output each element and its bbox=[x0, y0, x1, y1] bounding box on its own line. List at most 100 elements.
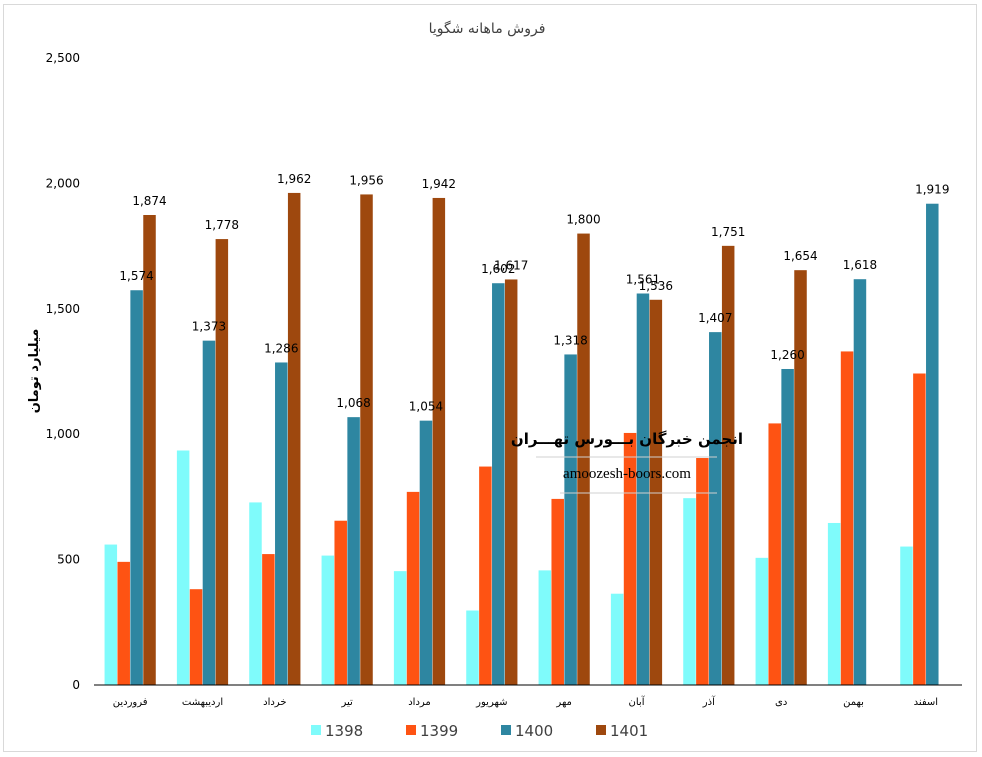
bar-1400 bbox=[419, 420, 433, 685]
bar-1399 bbox=[479, 466, 492, 685]
bar-1399 bbox=[913, 373, 926, 685]
bar-1400 bbox=[564, 354, 577, 685]
bar-1398 bbox=[610, 593, 624, 685]
legend-swatch-1401 bbox=[596, 725, 606, 735]
bar-1399 bbox=[696, 458, 709, 685]
data-label-1400: 1,318 bbox=[553, 333, 587, 347]
bar-1399 bbox=[840, 351, 854, 685]
bar-1398 bbox=[827, 522, 841, 685]
watermark-url: amoozesh-boors.com bbox=[563, 466, 691, 482]
bar-1400 bbox=[781, 368, 794, 685]
bar-1401 bbox=[287, 192, 301, 685]
bar-1399 bbox=[262, 554, 275, 685]
bar-1400 bbox=[492, 283, 505, 685]
bar-1398 bbox=[176, 450, 190, 685]
data-label-1401: 1,956 bbox=[349, 173, 383, 187]
data-label-1400: 1,561 bbox=[626, 273, 660, 287]
y-tick-label: 500 bbox=[57, 553, 80, 567]
bar-1399 bbox=[551, 498, 564, 685]
data-label-1400: 1,373 bbox=[192, 320, 226, 334]
x-category-label: بهمن bbox=[843, 697, 864, 708]
legend: 1398 1399 1400 1401 bbox=[311, 722, 648, 740]
data-label-1401: 1,617 bbox=[494, 258, 528, 272]
bar-1401 bbox=[504, 279, 518, 685]
data-label-1400: 1,407 bbox=[698, 311, 732, 325]
legend-label-1399: 1399 bbox=[420, 722, 458, 740]
x-category-label: دی bbox=[775, 697, 787, 708]
x-category-label: اردیبهشت bbox=[182, 697, 223, 708]
data-label-1400: 1,068 bbox=[336, 396, 370, 410]
watermark-title: انجمن خبرگان بـــورس تهـــران bbox=[511, 430, 743, 448]
chart-title: فروش ماهانه شگویا bbox=[429, 20, 546, 37]
bar-1399 bbox=[117, 561, 130, 685]
bar-1400 bbox=[202, 340, 216, 685]
legend-label-1398: 1398 bbox=[325, 722, 363, 740]
bar-1401 bbox=[794, 270, 807, 685]
x-category-label: خرداد bbox=[263, 697, 286, 708]
data-label-1401: 1,654 bbox=[783, 249, 817, 263]
legend-label-1400: 1400 bbox=[515, 722, 553, 740]
bar-1398 bbox=[393, 571, 407, 685]
bar-1401 bbox=[215, 239, 229, 685]
y-tick-label: 2,000 bbox=[46, 176, 80, 190]
x-category-label: فروردین bbox=[113, 697, 148, 708]
bar-1400 bbox=[709, 332, 722, 685]
bar-1398 bbox=[755, 557, 769, 685]
bar-1398 bbox=[538, 570, 552, 685]
data-label-1401: 1,800 bbox=[566, 213, 600, 227]
y-tick-label: 1,500 bbox=[46, 302, 80, 316]
y-tick-label: 1,000 bbox=[46, 427, 80, 441]
y-tick-label: 0 bbox=[72, 678, 80, 692]
data-label-1401: 1,962 bbox=[277, 172, 311, 186]
data-labels: 1,574 1,874 1,373 1,778 1,286 1,962 1,068 1,956… bbox=[119, 172, 949, 414]
bar-1401 bbox=[143, 215, 156, 685]
bars bbox=[104, 192, 939, 686]
bar-1398 bbox=[249, 502, 262, 685]
y-axis-label: میلیارد تومان bbox=[27, 329, 42, 414]
bar-1401 bbox=[577, 233, 590, 685]
legend-swatch-1400 bbox=[501, 725, 511, 735]
data-label-1400: 1,286 bbox=[264, 341, 298, 355]
x-category-label: تیر bbox=[341, 697, 354, 708]
legend-swatch-1398 bbox=[311, 725, 321, 735]
bar-1400 bbox=[636, 293, 650, 685]
data-label-1400: 1,618 bbox=[843, 258, 877, 272]
bar-1398 bbox=[321, 555, 335, 685]
x-axis-categories: فروردین اردیبهشت خرداد تیر مرداد شهریور مهر آبا… bbox=[113, 695, 938, 708]
data-label-1400: 1,602 bbox=[481, 262, 515, 276]
bar-1401 bbox=[649, 299, 663, 685]
bar-1399 bbox=[334, 520, 347, 685]
bar-1398 bbox=[104, 544, 118, 685]
bar-1398 bbox=[683, 498, 696, 685]
bar-1401 bbox=[360, 194, 373, 686]
bar-1400 bbox=[130, 290, 143, 685]
bar-1399 bbox=[623, 432, 637, 685]
watermark: انجمن خبرگان بـــورس تهـــران amoozesh-b… bbox=[511, 430, 743, 494]
y-axis-ticks: 0 500 1,000 1,500 2,000 2,500 bbox=[46, 51, 80, 692]
bar-1398 bbox=[900, 546, 913, 685]
bar-1399 bbox=[768, 423, 781, 685]
x-category-label: اسفند bbox=[914, 697, 938, 708]
x-category-label: آذر bbox=[702, 695, 716, 708]
x-category-label: مرداد bbox=[408, 697, 431, 708]
data-label-1400: 1,919 bbox=[915, 183, 949, 197]
bar-1400 bbox=[853, 279, 867, 685]
bar-1400 bbox=[347, 417, 360, 685]
bar-1399 bbox=[406, 491, 420, 685]
data-label-1400: 1,260 bbox=[770, 348, 804, 362]
data-label-1400: 1,574 bbox=[119, 269, 153, 283]
data-label-1401: 1,874 bbox=[132, 194, 166, 208]
bar-1400 bbox=[926, 203, 939, 686]
bar-1401 bbox=[721, 245, 735, 686]
data-label-1401: 1,751 bbox=[711, 225, 745, 239]
bar-1398 bbox=[466, 610, 479, 685]
x-category-label: مهر bbox=[555, 697, 571, 708]
x-category-label: آبان bbox=[629, 695, 646, 708]
bar-1401 bbox=[432, 197, 446, 685]
data-label-1400: 1,054 bbox=[409, 400, 443, 414]
bar-1399 bbox=[189, 589, 203, 685]
bar-1400 bbox=[275, 362, 288, 685]
legend-label-1401: 1401 bbox=[610, 722, 648, 740]
x-category-label: شهریور bbox=[475, 697, 507, 708]
